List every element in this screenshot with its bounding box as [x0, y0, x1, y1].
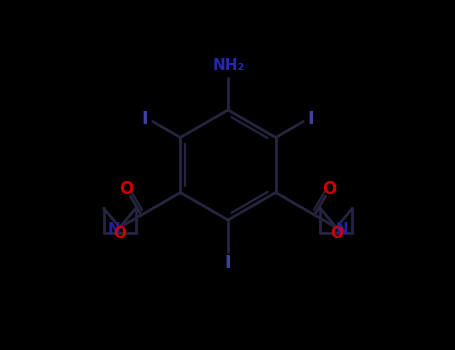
Text: O: O	[323, 180, 337, 198]
Text: I: I	[142, 110, 148, 127]
Text: N: N	[107, 223, 120, 238]
Text: N: N	[336, 223, 349, 238]
Text: I: I	[225, 254, 231, 272]
Text: NH₂: NH₂	[213, 58, 245, 74]
Text: O: O	[330, 226, 343, 241]
Text: I: I	[308, 110, 314, 127]
Text: O: O	[119, 180, 133, 198]
Text: O: O	[113, 226, 126, 241]
